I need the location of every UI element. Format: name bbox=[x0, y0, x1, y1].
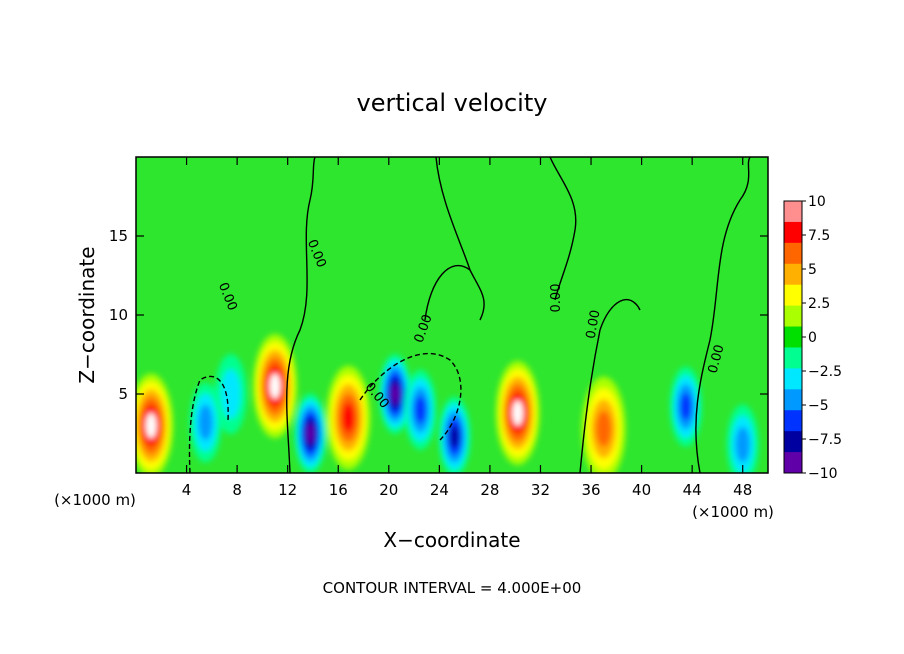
velocity-cell bbox=[253, 334, 298, 439]
velocity-cell-level bbox=[269, 373, 281, 399]
x-tick-label: 36 bbox=[581, 481, 600, 499]
colorbar-swatch bbox=[784, 284, 802, 307]
colorbar-swatch bbox=[784, 305, 802, 328]
x-tick-label: 16 bbox=[329, 481, 348, 499]
colorbar-swatch bbox=[784, 242, 802, 265]
velocity-cell bbox=[495, 360, 540, 465]
velocity-cell bbox=[404, 369, 437, 450]
colorbar-label: 2.5 bbox=[808, 296, 830, 312]
velocity-cell bbox=[438, 396, 471, 473]
contour-label: 0.00 bbox=[584, 309, 604, 340]
velocity-cell-level bbox=[306, 423, 315, 444]
velocity-cell bbox=[726, 404, 759, 473]
colorbar: 10 7.5 5 2.5 0 −2.5 −5 −7.5 −10 bbox=[783, 194, 842, 482]
colorbar-swatch bbox=[784, 410, 802, 432]
y-axis-label: Z−coordinate bbox=[75, 246, 99, 383]
velocity-cell bbox=[379, 354, 412, 434]
y-tick-label: 5 bbox=[118, 385, 128, 403]
velocity-cell bbox=[669, 366, 702, 447]
colorbar-label: −5 bbox=[808, 398, 829, 414]
colorbar-swatch bbox=[784, 368, 802, 390]
plot-area bbox=[136, 157, 768, 473]
x-tick-label: 48 bbox=[733, 481, 752, 499]
colorbar-swatch bbox=[784, 263, 802, 286]
colorbar-swatch bbox=[784, 452, 802, 474]
contour-line bbox=[435, 157, 485, 321]
x-tick-label: 8 bbox=[232, 481, 242, 499]
velocity-cell bbox=[136, 373, 174, 473]
contour-label: 0.00 bbox=[549, 284, 564, 313]
colorbar-swatch bbox=[784, 326, 802, 348]
contour-line bbox=[695, 157, 751, 473]
velocity-cell-level bbox=[221, 369, 241, 419]
colorbar-label: 5 bbox=[808, 262, 817, 278]
x-tick-label: 44 bbox=[683, 481, 702, 499]
velocity-cell-level bbox=[735, 426, 750, 463]
velocity-cell bbox=[214, 354, 247, 434]
velocity-field bbox=[136, 334, 759, 473]
velocity-cell-level bbox=[595, 410, 612, 447]
velocity-cell-level bbox=[145, 413, 157, 439]
contour-line bbox=[424, 264, 471, 321]
x-tick-label: 20 bbox=[379, 481, 398, 499]
zero-contours bbox=[188, 157, 751, 473]
contour-line bbox=[579, 298, 641, 473]
contour-interval-note: CONTOUR INTERVAL = 4.000E+00 bbox=[323, 579, 582, 597]
colorbar-swatch bbox=[784, 389, 802, 411]
velocity-cell bbox=[189, 382, 222, 463]
x-unit-left: (×1000 m) bbox=[54, 491, 136, 509]
y-tick-label: 15 bbox=[109, 227, 128, 245]
velocity-cell-level bbox=[512, 400, 524, 426]
contour-line bbox=[549, 157, 577, 301]
colorbar-label: −2.5 bbox=[808, 364, 842, 380]
x-tick-label: 40 bbox=[632, 481, 651, 499]
colorbar-label: −10 bbox=[808, 466, 838, 482]
velocity-cell-level bbox=[680, 392, 692, 421]
velocity-cell bbox=[326, 365, 371, 470]
contour-label: 0.00 bbox=[706, 343, 728, 375]
colorbar-swatch bbox=[784, 221, 802, 244]
colorbar-swatch bbox=[784, 201, 802, 223]
x-tick-label: 28 bbox=[480, 481, 499, 499]
velocity-cell-level bbox=[342, 402, 355, 433]
colorbar-swatch bbox=[784, 347, 802, 369]
colorbar-label: 10 bbox=[808, 194, 826, 210]
velocity-cell-level bbox=[391, 384, 400, 404]
x-ticks: 4 8 12 16 20 24 28 32 36 40 44 48 bbox=[182, 157, 752, 499]
contour-line bbox=[286, 157, 316, 473]
colorbar-swatch bbox=[784, 431, 802, 453]
contour-line bbox=[188, 375, 229, 473]
x-tick-label: 32 bbox=[531, 481, 550, 499]
velocity-cell bbox=[294, 393, 327, 473]
velocity-cell-level bbox=[449, 425, 460, 449]
contour-line bbox=[359, 352, 462, 441]
x-unit-right: (×1000 m) bbox=[692, 503, 774, 521]
x-tick-label: 4 bbox=[182, 481, 192, 499]
velocity-cell bbox=[581, 376, 626, 473]
colorbar-label: −7.5 bbox=[808, 432, 842, 448]
y-tick-label: 10 bbox=[109, 306, 128, 324]
x-tick-label: 12 bbox=[278, 481, 297, 499]
x-axis-label: X−coordinate bbox=[383, 528, 520, 552]
chart-title: vertical velocity bbox=[357, 89, 548, 117]
y-ticks: 5 10 15 bbox=[109, 227, 768, 403]
velocity-cell-level bbox=[414, 395, 426, 424]
colorbar-label: 0 bbox=[808, 330, 817, 346]
velocity-cell-level bbox=[198, 404, 213, 441]
x-tick-label: 24 bbox=[430, 481, 449, 499]
colorbar-label: 7.5 bbox=[808, 228, 830, 244]
